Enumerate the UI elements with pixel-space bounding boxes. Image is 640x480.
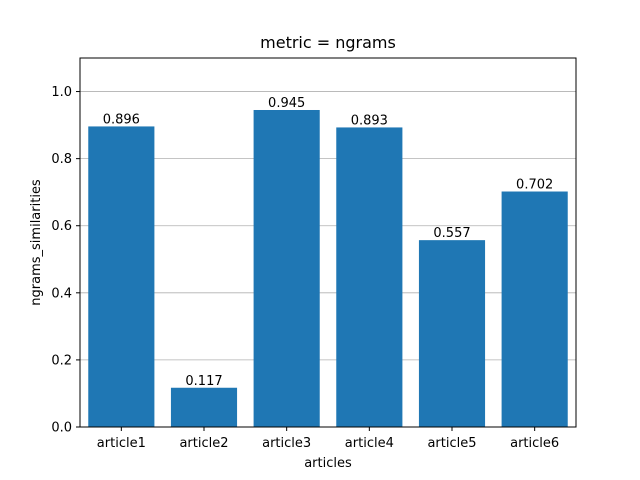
y-tick-label: 0.2	[51, 353, 72, 368]
bar-article1	[88, 126, 155, 427]
x-axis-ticks: article1 article2 article3 article4 article5…	[97, 427, 559, 451]
y-axis-label: ngrams_similarities	[29, 179, 44, 306]
data-label: 0.893	[351, 113, 388, 128]
data-label: 0.117	[185, 374, 222, 389]
bar-article6	[501, 191, 568, 427]
plot-frame	[79, 57, 577, 428]
y-tick-label: 0.8	[51, 152, 72, 167]
x-axis-label: articles	[304, 456, 352, 471]
y-tick-label: 0.4	[51, 286, 72, 301]
y-axis-ticks: 0.0 0.2 0.4 0.6 0.8 1.0	[51, 85, 80, 436]
data-label: 0.896	[103, 112, 140, 127]
data-label: 0.557	[433, 226, 470, 241]
x-tick-label: article3	[262, 436, 311, 451]
bars	[88, 109, 568, 428]
bar-article3	[253, 109, 320, 427]
data-labels: 0.896 0.117 0.945 0.893 0.557 0.702	[103, 96, 554, 389]
bar-article4	[336, 127, 403, 428]
y-tick-label: 0.0	[51, 421, 72, 436]
chart-title: metric = ngrams	[260, 33, 396, 52]
y-tick-label: 0.6	[51, 219, 72, 234]
x-tick-label: article4	[345, 436, 394, 451]
x-tick-label: article2	[179, 436, 228, 451]
x-tick-label: article5	[427, 436, 476, 451]
y-tick-label: 1.0	[51, 85, 72, 100]
x-tick-label: article1	[97, 436, 146, 451]
data-label: 0.702	[516, 178, 553, 193]
bar-article2	[170, 387, 238, 427]
x-tick-label: article6	[510, 436, 559, 451]
data-label: 0.945	[268, 96, 305, 111]
bar-article5	[418, 240, 486, 427]
